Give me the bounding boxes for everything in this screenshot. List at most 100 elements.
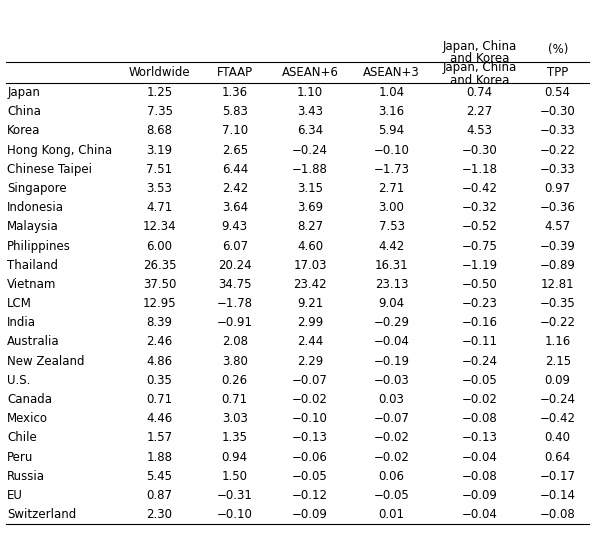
Text: −0.89: −0.89 [540, 259, 575, 272]
Text: 2.27: 2.27 [466, 105, 493, 118]
Text: 3.00: 3.00 [378, 201, 405, 214]
Text: 1.57: 1.57 [146, 431, 173, 445]
Text: −0.09: −0.09 [292, 508, 328, 521]
Text: −0.05: −0.05 [374, 489, 409, 502]
Text: Chinese Taipei: Chinese Taipei [7, 163, 92, 176]
Text: (%): (%) [547, 43, 568, 56]
Text: −0.10: −0.10 [292, 412, 328, 425]
Text: 6.00: 6.00 [146, 240, 173, 253]
Text: −1.73: −1.73 [374, 163, 409, 176]
Text: Chile: Chile [7, 431, 37, 445]
Text: −0.05: −0.05 [292, 470, 328, 483]
Text: 3.19: 3.19 [146, 143, 173, 157]
Text: 1.04: 1.04 [378, 86, 405, 99]
Text: 2.29: 2.29 [297, 355, 323, 368]
Text: 2.08: 2.08 [222, 335, 248, 348]
Text: −0.23: −0.23 [461, 297, 497, 310]
Text: Japan, China: Japan, China [442, 40, 516, 53]
Text: −0.08: −0.08 [462, 470, 497, 483]
Text: −0.42: −0.42 [540, 412, 576, 425]
Text: −0.24: −0.24 [540, 393, 576, 406]
Text: Philippines: Philippines [7, 240, 71, 253]
Text: −0.36: −0.36 [540, 201, 575, 214]
Text: −0.02: −0.02 [374, 450, 409, 464]
Text: 0.09: 0.09 [544, 374, 571, 387]
Text: 0.71: 0.71 [146, 393, 173, 406]
Text: −0.91: −0.91 [217, 316, 253, 330]
Text: 7.51: 7.51 [146, 163, 173, 176]
Text: Japan: Japan [7, 86, 40, 99]
Text: 23.42: 23.42 [293, 278, 327, 291]
Text: Singapore: Singapore [7, 182, 67, 195]
Text: Malaysia: Malaysia [7, 220, 59, 233]
Text: −1.19: −1.19 [461, 259, 497, 272]
Text: 2.15: 2.15 [544, 355, 571, 368]
Text: 0.01: 0.01 [378, 508, 405, 521]
Text: −0.30: −0.30 [462, 143, 497, 157]
Text: −0.52: −0.52 [461, 220, 497, 233]
Text: 0.54: 0.54 [544, 86, 571, 99]
Text: −0.75: −0.75 [461, 240, 497, 253]
Text: 3.15: 3.15 [297, 182, 323, 195]
Text: −0.04: −0.04 [461, 450, 497, 464]
Text: 4.57: 4.57 [544, 220, 571, 233]
Text: 8.68: 8.68 [146, 125, 173, 137]
Text: −0.08: −0.08 [540, 508, 575, 521]
Text: 2.99: 2.99 [297, 316, 323, 330]
Text: TPP: TPP [547, 66, 568, 79]
Text: 12.81: 12.81 [541, 278, 575, 291]
Text: −0.22: −0.22 [540, 143, 576, 157]
Text: U.S.: U.S. [7, 374, 30, 387]
Text: Australia: Australia [7, 335, 60, 348]
Text: Russia: Russia [7, 470, 45, 483]
Text: 7.35: 7.35 [146, 105, 173, 118]
Text: −0.29: −0.29 [374, 316, 409, 330]
Text: 9.43: 9.43 [222, 220, 248, 233]
Text: 7.10: 7.10 [222, 125, 248, 137]
Text: 0.26: 0.26 [222, 374, 248, 387]
Text: and Korea: and Korea [450, 74, 509, 87]
Text: 3.80: 3.80 [222, 355, 248, 368]
Text: Worldwide: Worldwide [129, 66, 190, 79]
Text: 3.64: 3.64 [222, 201, 248, 214]
Text: −0.22: −0.22 [540, 316, 576, 330]
Text: −0.07: −0.07 [374, 412, 409, 425]
Text: −0.32: −0.32 [461, 201, 497, 214]
Text: 1.10: 1.10 [297, 86, 323, 99]
Text: −1.78: −1.78 [217, 297, 253, 310]
Text: 2.42: 2.42 [222, 182, 248, 195]
Text: −0.31: −0.31 [217, 489, 253, 502]
Text: 3.43: 3.43 [297, 105, 323, 118]
Text: 0.64: 0.64 [544, 450, 571, 464]
Text: 9.04: 9.04 [378, 297, 405, 310]
Text: 2.44: 2.44 [297, 335, 323, 348]
Text: 1.50: 1.50 [222, 470, 248, 483]
Text: FTAAP: FTAAP [217, 66, 253, 79]
Text: Canada: Canada [7, 393, 52, 406]
Text: 5.45: 5.45 [146, 470, 173, 483]
Text: 17.03: 17.03 [293, 259, 327, 272]
Text: 34.75: 34.75 [218, 278, 252, 291]
Text: Japan, China: Japan, China [442, 62, 516, 74]
Text: −0.02: −0.02 [461, 393, 497, 406]
Text: Thailand: Thailand [7, 259, 58, 272]
Text: −0.02: −0.02 [292, 393, 328, 406]
Text: 0.03: 0.03 [378, 393, 405, 406]
Text: 26.35: 26.35 [143, 259, 176, 272]
Text: India: India [7, 316, 36, 330]
Text: Korea: Korea [7, 125, 40, 137]
Text: 0.94: 0.94 [222, 450, 248, 464]
Text: −1.88: −1.88 [292, 163, 328, 176]
Text: −0.16: −0.16 [461, 316, 497, 330]
Text: ASEAN+6: ASEAN+6 [281, 66, 339, 79]
Text: 0.97: 0.97 [544, 182, 571, 195]
Text: 2.46: 2.46 [146, 335, 173, 348]
Text: 1.25: 1.25 [146, 86, 173, 99]
Text: 5.94: 5.94 [378, 125, 405, 137]
Text: −0.24: −0.24 [461, 355, 497, 368]
Text: 16.31: 16.31 [375, 259, 408, 272]
Text: 4.46: 4.46 [146, 412, 173, 425]
Text: 0.74: 0.74 [466, 86, 493, 99]
Text: Indonesia: Indonesia [7, 201, 64, 214]
Text: −0.04: −0.04 [461, 508, 497, 521]
